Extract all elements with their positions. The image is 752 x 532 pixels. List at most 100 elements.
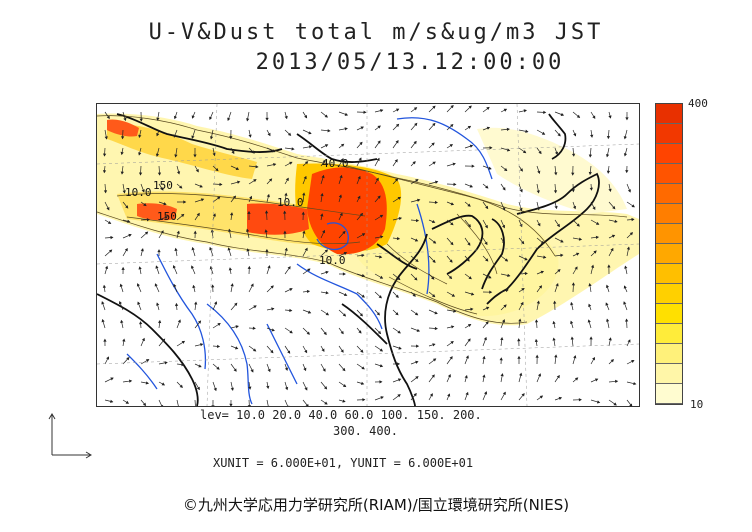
- wind-vector-head: [102, 153, 107, 157]
- wind-vector-head: [432, 259, 436, 263]
- wind-vector-head: [588, 154, 593, 158]
- wind-vector-head: [606, 318, 610, 322]
- wind-vector-head: [503, 304, 507, 308]
- wind-vector-head: [571, 282, 576, 286]
- wind-vector-head: [228, 267, 232, 271]
- wind-vector-head: [576, 114, 581, 118]
- wind-vector-head: [359, 141, 363, 146]
- wind-vector-head: [633, 381, 637, 386]
- wind-vector-head: [191, 246, 195, 251]
- wind-vector-head: [283, 230, 287, 234]
- wind-vector-head: [323, 331, 327, 336]
- wind-vector-head: [209, 266, 213, 270]
- wind-vector-head: [541, 131, 546, 135]
- color-scale-swatch: [656, 324, 682, 344]
- wind-vector-head: [106, 356, 110, 360]
- wind-vector-head: [136, 283, 140, 287]
- wind-vector: [284, 399, 289, 406]
- wind-vector-head: [233, 368, 237, 372]
- wind-vector-head: [361, 294, 365, 298]
- wind-vector-head: [284, 115, 288, 120]
- wind-vector-head: [253, 305, 257, 309]
- wind-vector-head: [146, 218, 150, 222]
- wind-vector-head: [627, 189, 631, 193]
- wind-vector-head: [266, 385, 270, 390]
- wind-vector-head: [624, 265, 628, 269]
- wind-vector-head: [537, 373, 542, 377]
- color-scale-swatch: [656, 264, 682, 284]
- wind-vector-head: [413, 140, 417, 145]
- wind-vector-head: [124, 247, 128, 252]
- wind-vector-head: [434, 326, 438, 331]
- wind-vector-head: [211, 284, 215, 288]
- wind-vector-head: [227, 117, 231, 122]
- wind-vector-head: [285, 386, 289, 391]
- wind-vector-head: [521, 288, 525, 292]
- wind-vector-head: [377, 330, 382, 335]
- wind-vector-head: [432, 240, 437, 244]
- wind-vector-head: [625, 170, 629, 174]
- wind-vector-head: [467, 338, 471, 342]
- wind-vector-head: [325, 312, 330, 316]
- wind-vector-head: [615, 379, 619, 384]
- wind-vector-head: [507, 273, 511, 278]
- wind-vector-head: [571, 153, 576, 157]
- wind-vector-head: [417, 198, 421, 202]
- wind-vector-head: [267, 368, 271, 373]
- wind-vector-head: [181, 362, 185, 367]
- wind-vector-head: [324, 249, 329, 253]
- wind-vector-head: [448, 275, 453, 279]
- wind-vector-head: [376, 157, 380, 162]
- wind-vector-head: [324, 114, 328, 118]
- wind-vector-head: [379, 364, 384, 368]
- wind-vector-head: [156, 133, 160, 137]
- wind-vector-head: [247, 405, 251, 406]
- wind-vector-head: [608, 337, 612, 341]
- wind-vector-head: [593, 250, 597, 254]
- wind-vector-head: [626, 246, 630, 250]
- wind-vector-head: [502, 391, 506, 396]
- wind-vector-head: [323, 386, 328, 390]
- wind-vector-head: [539, 395, 544, 399]
- wind-vector-head: [538, 285, 543, 289]
- wind-vector-head: [267, 132, 271, 137]
- wind-vector-head: [137, 301, 141, 305]
- wind-vector-head: [377, 140, 381, 144]
- wind-vector-head: [101, 318, 105, 323]
- rivers: [126, 117, 493, 405]
- wind-vector-head: [163, 202, 167, 206]
- wind-vector-head: [519, 189, 523, 193]
- wind-vector-head: [416, 328, 421, 332]
- wind-vector-head: [213, 387, 217, 392]
- wind-vector-head: [287, 266, 291, 270]
- wind-vector-head: [108, 249, 113, 253]
- wind-vector-head: [470, 292, 475, 296]
- wind-vector-head: [432, 343, 436, 347]
- wind-vector-head: [500, 336, 504, 341]
- wind-vector-head: [573, 133, 577, 137]
- wind-vector-head: [304, 247, 308, 252]
- wind-vector-head: [271, 307, 275, 311]
- wind-vector-head: [525, 129, 529, 133]
- wind-vector: [158, 399, 163, 406]
- wind-vector-head: [452, 162, 456, 166]
- wind-vector-head: [431, 294, 436, 298]
- wind-vector-head: [450, 123, 454, 128]
- wind-vector-head: [623, 136, 627, 140]
- wind-vector-head: [343, 292, 348, 296]
- wind-vector-head: [216, 366, 220, 370]
- color-scale-swatch: [656, 344, 682, 364]
- wind-vector-head: [138, 266, 142, 270]
- wind-vector-head: [251, 150, 255, 154]
- color-scale-swatch: [656, 144, 682, 164]
- wind-vector-head: [536, 207, 540, 211]
- wind-vector-head: [623, 153, 628, 157]
- wind-vector-head: [307, 310, 312, 314]
- wind-vector-head: [450, 222, 454, 226]
- wind-vector-head: [608, 188, 612, 193]
- wind-vector-head: [246, 248, 250, 252]
- color-scale-swatch: [656, 184, 682, 204]
- wind-vector-head: [605, 154, 610, 158]
- wind-vector-head: [557, 269, 561, 273]
- color-scale-bar: [655, 103, 683, 405]
